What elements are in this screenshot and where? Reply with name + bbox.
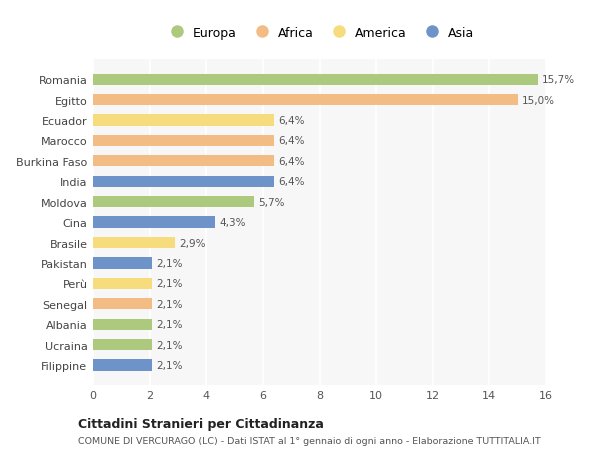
Text: 2,1%: 2,1% bbox=[157, 360, 183, 370]
Text: 2,1%: 2,1% bbox=[157, 319, 183, 330]
Text: 5,7%: 5,7% bbox=[259, 197, 285, 207]
Text: 6,4%: 6,4% bbox=[278, 177, 305, 187]
Text: 2,1%: 2,1% bbox=[157, 340, 183, 350]
Bar bbox=[93, 237, 175, 249]
Text: 15,0%: 15,0% bbox=[522, 95, 555, 106]
Bar bbox=[93, 176, 274, 187]
Bar bbox=[93, 217, 215, 228]
Bar bbox=[93, 359, 152, 371]
Text: 2,1%: 2,1% bbox=[157, 299, 183, 309]
Text: 6,4%: 6,4% bbox=[278, 116, 305, 126]
Bar bbox=[93, 278, 152, 289]
Text: 2,1%: 2,1% bbox=[157, 258, 183, 269]
Bar bbox=[93, 156, 274, 167]
Bar bbox=[93, 196, 254, 208]
Legend: Europa, Africa, America, Asia: Europa, Africa, America, Asia bbox=[164, 27, 475, 40]
Text: 2,1%: 2,1% bbox=[157, 279, 183, 289]
Bar bbox=[93, 319, 152, 330]
Bar bbox=[93, 95, 518, 106]
Bar bbox=[93, 115, 274, 126]
Text: 6,4%: 6,4% bbox=[278, 136, 305, 146]
Text: Cittadini Stranieri per Cittadinanza: Cittadini Stranieri per Cittadinanza bbox=[78, 417, 324, 430]
Bar bbox=[93, 74, 538, 86]
Bar bbox=[93, 135, 274, 147]
Text: COMUNE DI VERCURAGO (LC) - Dati ISTAT al 1° gennaio di ogni anno - Elaborazione : COMUNE DI VERCURAGO (LC) - Dati ISTAT al… bbox=[78, 436, 541, 445]
Text: 2,9%: 2,9% bbox=[179, 238, 206, 248]
Text: 4,3%: 4,3% bbox=[219, 218, 245, 228]
Bar bbox=[93, 258, 152, 269]
Text: 6,4%: 6,4% bbox=[278, 157, 305, 167]
Bar bbox=[93, 298, 152, 310]
Bar bbox=[93, 339, 152, 350]
Text: 15,7%: 15,7% bbox=[542, 75, 575, 85]
